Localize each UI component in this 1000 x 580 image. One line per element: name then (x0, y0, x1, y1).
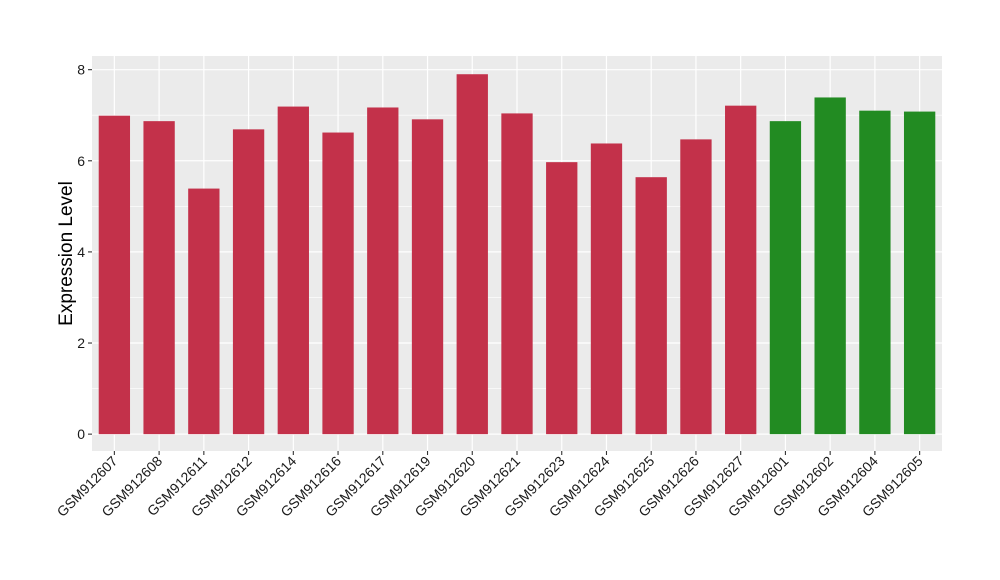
x-axis: GSM912607GSM912608GSM912611GSM912612GSM9… (54, 451, 926, 520)
bar-GSM912601 (769, 121, 802, 435)
bar-GSM912611 (188, 188, 220, 435)
y-tick-label: 4 (77, 244, 85, 260)
bar-GSM912607 (98, 115, 131, 435)
bar-GSM912602 (814, 97, 846, 435)
bar-GSM912614 (277, 106, 309, 435)
bar-GSM912616 (322, 132, 354, 435)
bar-GSM912621 (501, 113, 533, 435)
bar-GSM912608 (143, 121, 175, 435)
bar-GSM912625 (635, 177, 667, 435)
bar-GSM912623 (546, 162, 578, 435)
bar-GSM912612 (232, 129, 265, 435)
bar-GSM912605 (903, 111, 936, 435)
y-axis: 0 2 4 6 8 (77, 62, 92, 442)
bar-GSM912619 (411, 119, 444, 435)
bar-GSM912626 (680, 139, 712, 435)
y-tick-label: 2 (77, 335, 85, 351)
y-tick-label: 6 (77, 153, 85, 169)
bars (98, 74, 936, 435)
y-axis-title: Expression Level (56, 181, 77, 326)
bar-GSM912604 (859, 110, 891, 435)
bar-GSM912620 (456, 74, 488, 435)
bar-GSM912617 (367, 107, 399, 435)
y-tick-label: 8 (77, 62, 85, 78)
bar-GSM912627 (725, 105, 757, 435)
bar-GSM912624 (590, 143, 623, 435)
y-tick-label: 0 (77, 426, 85, 442)
